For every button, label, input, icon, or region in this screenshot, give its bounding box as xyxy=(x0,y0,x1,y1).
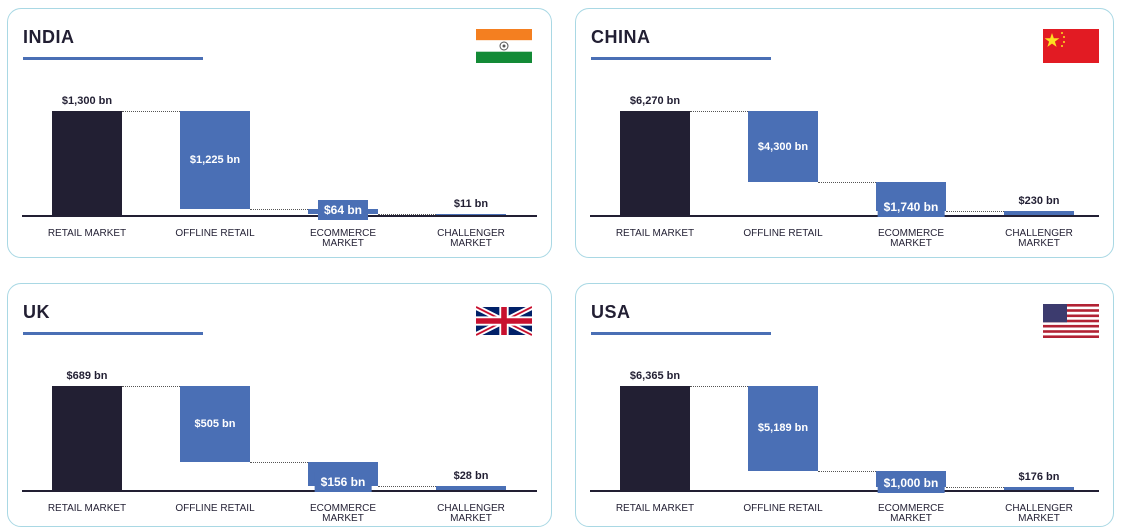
panel: UK $689 bn RETAIL MARKET $505 bn OFFLINE RET… xyxy=(7,283,552,527)
x-tick-label: CHALLENGER MARKET xyxy=(437,228,505,249)
x-tick-label: OFFLINE RETAIL xyxy=(175,503,255,514)
bar xyxy=(436,214,506,215)
x-tick-label: CHALLENGER MARKET xyxy=(1005,228,1073,249)
value-label: $1,740 bn xyxy=(877,197,945,218)
connector xyxy=(946,487,1004,489)
connector xyxy=(378,485,436,487)
connector xyxy=(690,111,748,112)
connector xyxy=(378,214,436,216)
bar xyxy=(748,111,818,183)
connector xyxy=(818,182,876,184)
panel: INDIA $1,300 bn RETAIL MARKET $1,225 bn OFFL… xyxy=(7,8,552,258)
chart-title: CHINA xyxy=(591,27,651,47)
title-underline xyxy=(23,57,203,60)
title-underline xyxy=(591,57,771,60)
bar xyxy=(748,386,818,471)
flag-usa xyxy=(1043,304,1099,338)
baseline xyxy=(22,215,537,217)
chart-title: UK xyxy=(23,302,50,322)
connector xyxy=(690,386,748,387)
value-label: $1,225 bn xyxy=(189,154,241,166)
value-label: $64 bn xyxy=(317,200,369,221)
bar xyxy=(1004,487,1074,490)
bar xyxy=(180,111,250,209)
x-tick-label: RETAIL MARKET xyxy=(47,503,127,514)
x-tick-label: RETAIL MARKET xyxy=(47,228,127,239)
value-label: $689 bn xyxy=(66,370,108,382)
value-label: $5,189 bn xyxy=(757,422,809,435)
bar xyxy=(52,386,122,490)
value-label: $1,300 bn xyxy=(61,95,113,107)
x-tick-label: RETAIL MARKET xyxy=(615,503,695,514)
value-label: $4,300 bn xyxy=(757,140,809,153)
bar xyxy=(620,111,690,215)
x-tick-label: OFFLINE RETAIL xyxy=(743,228,823,239)
chart-title: USA xyxy=(591,302,631,322)
bar xyxy=(436,485,506,490)
value-label: $156 bn xyxy=(314,471,372,492)
x-tick-label: ECOMMERCE MARKET xyxy=(877,503,945,524)
x-tick-label: RETAIL MARKET xyxy=(615,228,695,239)
flag-india xyxy=(476,29,532,63)
connector xyxy=(818,470,876,472)
connector xyxy=(250,209,308,210)
value-label: $176 bn xyxy=(1018,471,1060,484)
value-label: $1,000 bn xyxy=(877,473,945,494)
value-label: $505 bn xyxy=(194,418,236,431)
flag-uk xyxy=(476,304,532,338)
baseline xyxy=(590,490,1099,492)
panel: CHINA $6,270 bn RETAIL MARKET $4,300 bn OFFL… xyxy=(575,8,1114,258)
bar xyxy=(1004,211,1074,215)
value-label: $28 bn xyxy=(453,469,489,482)
x-tick-label: OFFLINE RETAIL xyxy=(743,503,823,514)
baseline xyxy=(22,490,537,492)
value-label: $6,270 bn xyxy=(629,95,681,107)
title-underline xyxy=(591,332,771,335)
value-label: $6,365 bn xyxy=(629,370,681,382)
bar xyxy=(180,386,250,463)
x-tick-label: OFFLINE RETAIL xyxy=(175,228,255,239)
x-tick-label: ECOMMERCE MARKET xyxy=(309,228,377,249)
x-tick-label: CHALLENGER MARKET xyxy=(1005,503,1073,524)
connector xyxy=(250,462,308,464)
flag-china xyxy=(1043,29,1099,63)
chart-title: INDIA xyxy=(23,27,75,47)
connector xyxy=(122,386,180,387)
value-label: $11 bn xyxy=(453,198,489,211)
panel: USA $6,365 bn RETAIL MARKET $5,189 bn OFFLIN… xyxy=(575,283,1114,527)
connector xyxy=(122,111,180,112)
x-tick-label: CHALLENGER MARKET xyxy=(437,503,505,524)
title-underline xyxy=(23,332,203,335)
value-label: $230 bn xyxy=(1018,195,1060,208)
baseline xyxy=(590,215,1099,217)
x-tick-label: ECOMMERCE MARKET xyxy=(309,503,377,524)
x-tick-label: ECOMMERCE MARKET xyxy=(877,228,945,249)
connector xyxy=(946,211,1004,213)
bar xyxy=(620,386,690,490)
bar xyxy=(52,111,122,215)
